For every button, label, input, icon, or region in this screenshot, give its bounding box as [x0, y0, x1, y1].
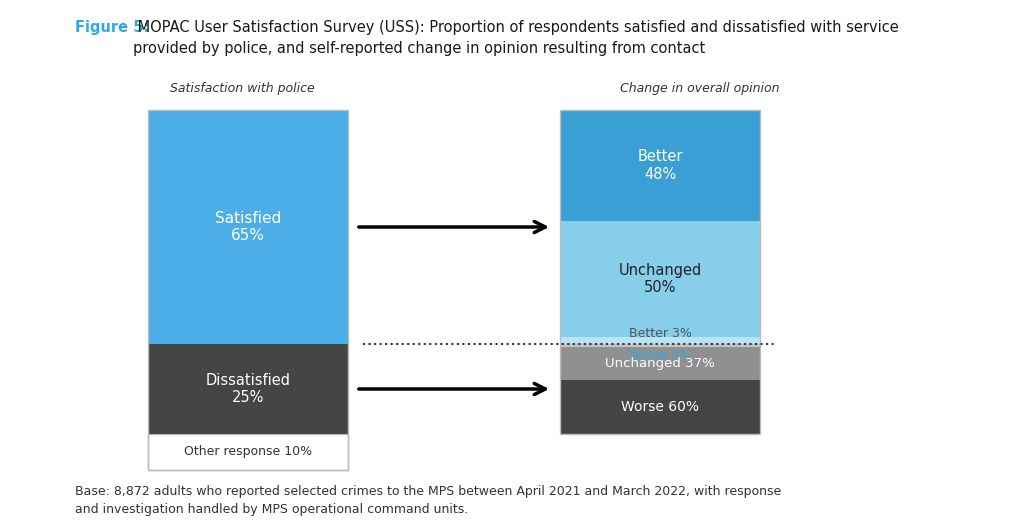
Bar: [560, 110, 760, 221]
Bar: [560, 347, 760, 380]
Text: Unchanged
50%: Unchanged 50%: [618, 263, 701, 295]
Text: Satisfaction with police: Satisfaction with police: [170, 82, 314, 95]
Bar: [560, 344, 760, 434]
Text: Better
48%: Better 48%: [637, 149, 683, 182]
Text: Unchanged 37%: Unchanged 37%: [605, 357, 715, 370]
Text: MOPAC User Satisfaction Survey (USS): Proportion of respondents satisfied and di: MOPAC User Satisfaction Survey (USS): Pr…: [133, 20, 899, 56]
Bar: [560, 337, 760, 344]
Bar: [148, 434, 348, 470]
Text: Satisfied
65%: Satisfied 65%: [215, 211, 282, 243]
Text: Other response 10%: Other response 10%: [184, 446, 312, 458]
Bar: [560, 110, 760, 344]
Bar: [560, 344, 760, 347]
Text: Figure 5:: Figure 5:: [75, 20, 150, 35]
Text: Worse 3%: Worse 3%: [629, 349, 691, 362]
Text: Change in overall opinion: Change in overall opinion: [621, 82, 779, 95]
Text: Better 3%: Better 3%: [629, 327, 691, 340]
Text: Base: 8,872 adults who reported selected crimes to the MPS between April 2021 an: Base: 8,872 adults who reported selected…: [75, 485, 781, 516]
Text: Dissatisfied
25%: Dissatisfied 25%: [206, 373, 291, 405]
Text: Worse 60%: Worse 60%: [621, 400, 699, 414]
Bar: [560, 380, 760, 434]
Bar: [148, 344, 348, 434]
Bar: [148, 110, 348, 470]
Bar: [148, 110, 348, 344]
Bar: [560, 221, 760, 337]
